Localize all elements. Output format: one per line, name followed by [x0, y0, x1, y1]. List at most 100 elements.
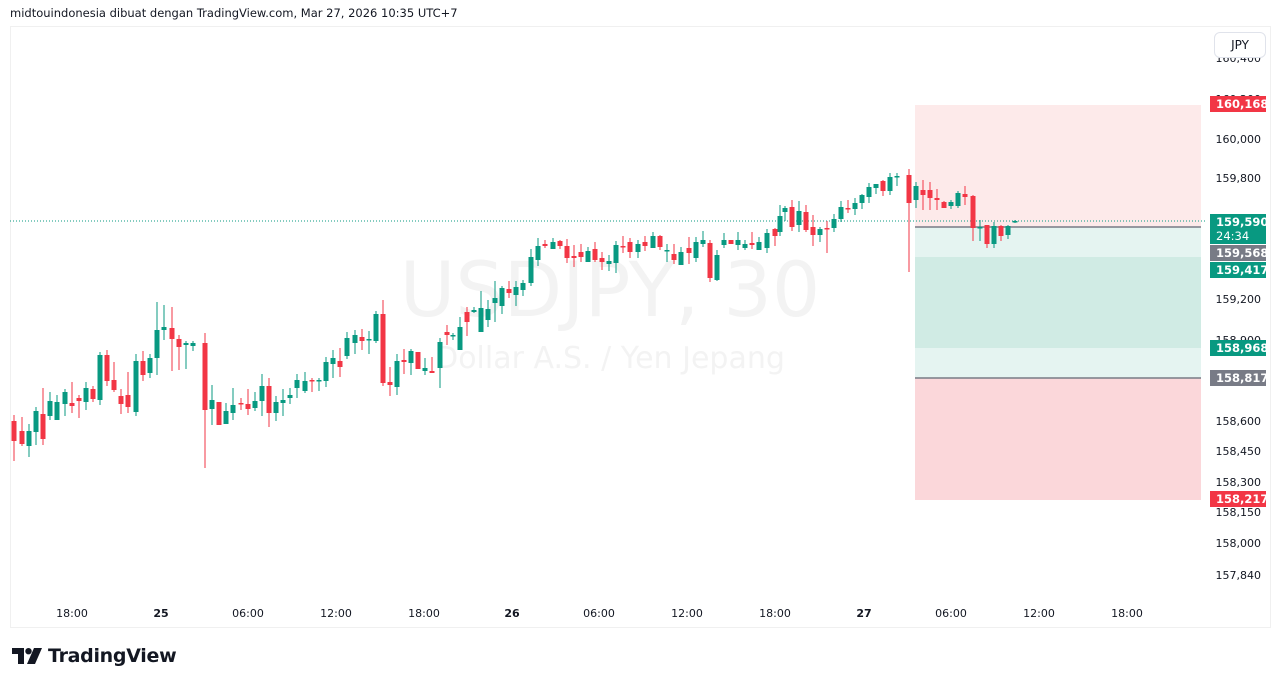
candle [394, 354, 400, 395]
candle [578, 244, 584, 262]
candle [316, 378, 322, 391]
tradingview-logo-icon [12, 648, 42, 664]
tradingview-logo[interactable]: TradingView [12, 645, 177, 667]
candle [337, 348, 343, 377]
candle [183, 341, 189, 369]
candle [216, 402, 222, 425]
chart-attribution: midtouindonesia dibuat dengan TradingVie… [10, 6, 458, 20]
candle [880, 180, 886, 196]
candle [76, 395, 82, 418]
time-axis[interactable]: 18:00 25 06:00 12:00 18:00 26 06:00 12:00 18:00 2… [56, 607, 1143, 620]
candle [948, 200, 954, 209]
candle [772, 228, 778, 246]
candle [259, 374, 265, 416]
candle [735, 232, 741, 250]
candle [906, 169, 912, 272]
position-zone[interactable] [915, 378, 1201, 500]
candle [190, 341, 196, 351]
candle [520, 280, 526, 296]
candle [499, 286, 505, 314]
svg-text:159,417: 159,417 [1216, 263, 1268, 277]
candle [323, 357, 329, 387]
candle [571, 245, 577, 267]
position-tool[interactable] [915, 105, 1201, 500]
candle [294, 374, 300, 398]
candle [920, 180, 926, 210]
candle [913, 182, 919, 208]
candle [831, 214, 837, 232]
candle [1005, 225, 1011, 239]
candle [664, 244, 670, 262]
position-zone[interactable] [915, 105, 1201, 227]
candle [485, 300, 491, 327]
candle [550, 238, 556, 249]
svg-text:24:34: 24:34 [1216, 229, 1249, 243]
candle [764, 229, 770, 253]
candle [19, 417, 25, 446]
candle [104, 350, 110, 386]
position-zone[interactable] [915, 257, 1201, 348]
candle [223, 403, 229, 424]
candle [69, 382, 75, 413]
candle [984, 225, 990, 248]
candle [111, 362, 117, 392]
candle [977, 220, 983, 241]
candle [133, 354, 139, 416]
candle [887, 173, 893, 195]
candle [429, 357, 435, 373]
candle [444, 325, 450, 345]
candle [934, 189, 940, 210]
candle [238, 398, 244, 410]
candle [464, 307, 470, 336]
time-axis-label: 12:00 [671, 607, 703, 620]
candle [380, 300, 386, 386]
candle [506, 281, 512, 298]
candle [471, 307, 477, 313]
candle [1012, 220, 1018, 223]
position-zone[interactable] [915, 227, 1201, 257]
candle [202, 333, 208, 468]
candle [557, 240, 563, 249]
position-zone[interactable] [915, 348, 1201, 378]
watermark-symbol: USDJPY, 30 [400, 245, 820, 334]
price-axis-label: 158,000 [1216, 537, 1262, 550]
candle [894, 173, 900, 186]
candle [387, 367, 393, 396]
candle [176, 335, 182, 370]
time-axis-label: 18:00 [408, 607, 440, 620]
candle [140, 351, 146, 381]
price-axis-label: 158,150 [1216, 506, 1262, 519]
candle [824, 221, 830, 253]
candle [408, 349, 414, 375]
price-tag-entry: 159,568 [1210, 245, 1268, 261]
candle [657, 235, 663, 250]
candle [542, 240, 548, 248]
candle [401, 349, 407, 374]
candle [564, 239, 570, 263]
candle [366, 331, 372, 354]
svg-text:160,168: 160,168 [1216, 97, 1268, 111]
time-axis-label: 06:00 [232, 607, 264, 620]
candle [671, 244, 677, 264]
price-axis-label: 158,450 [1216, 445, 1262, 458]
svg-text:158,817: 158,817 [1216, 371, 1268, 385]
candle [742, 240, 748, 250]
candle [83, 382, 89, 410]
candle [535, 238, 541, 266]
candle [359, 329, 365, 350]
svg-text:159,590: 159,590 [1216, 215, 1268, 229]
candle [749, 232, 755, 249]
candle [686, 237, 692, 264]
candle [302, 372, 308, 393]
time-axis-label: 06:00 [935, 607, 967, 620]
candle [613, 241, 619, 273]
candle [330, 350, 336, 378]
candle [54, 395, 60, 420]
watermark-description: Dollar A.S. / Yen Jepang [435, 341, 785, 376]
candle [585, 247, 591, 262]
price-axis-label: 158,600 [1216, 415, 1262, 428]
candle [693, 237, 699, 262]
currency-button[interactable]: JPY [1214, 32, 1266, 58]
